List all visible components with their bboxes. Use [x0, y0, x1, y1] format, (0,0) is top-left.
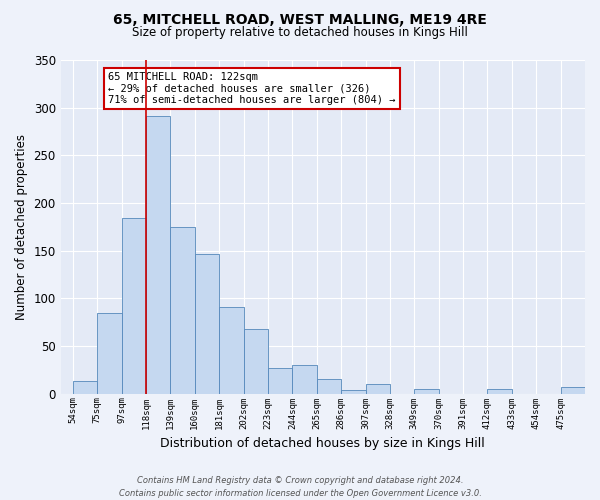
Bar	[414, 389, 439, 394]
Text: 65, MITCHELL ROAD, WEST MALLING, ME19 4RE: 65, MITCHELL ROAD, WEST MALLING, ME19 4R…	[113, 12, 487, 26]
Bar	[73, 381, 97, 394]
Text: Contains HM Land Registry data © Crown copyright and database right 2024.
Contai: Contains HM Land Registry data © Crown c…	[119, 476, 481, 498]
Bar	[365, 384, 390, 394]
X-axis label: Distribution of detached houses by size in Kings Hill: Distribution of detached houses by size …	[160, 437, 485, 450]
Bar	[317, 380, 341, 394]
Y-axis label: Number of detached properties: Number of detached properties	[15, 134, 28, 320]
Bar	[97, 312, 122, 394]
Text: 65 MITCHELL ROAD: 122sqm
← 29% of detached houses are smaller (326)
71% of semi-: 65 MITCHELL ROAD: 122sqm ← 29% of detach…	[108, 72, 395, 105]
Bar	[341, 390, 365, 394]
Bar	[487, 389, 512, 394]
Bar	[122, 218, 146, 394]
Bar	[146, 116, 170, 394]
Text: Size of property relative to detached houses in Kings Hill: Size of property relative to detached ho…	[132, 26, 468, 39]
Bar	[560, 387, 585, 394]
Bar	[219, 307, 244, 394]
Bar	[170, 227, 195, 394]
Bar	[268, 368, 292, 394]
Bar	[244, 329, 268, 394]
Bar	[292, 365, 317, 394]
Bar	[195, 254, 219, 394]
